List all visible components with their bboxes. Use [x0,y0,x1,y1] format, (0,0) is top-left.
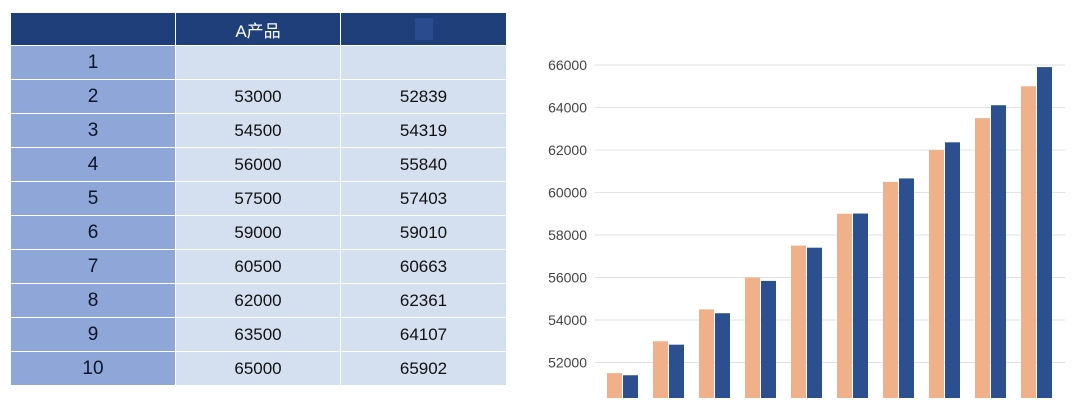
bar-series-1-cat-5 [791,245,806,398]
cell-b: 64107 [340,317,507,352]
table-row: 2 53000 52839 [10,79,507,114]
row-index: 7 [10,249,176,284]
cell-a: 54500 [175,113,341,148]
y-tick-label: 54000 [548,312,587,328]
cell-b: 65902 [340,351,507,386]
cell-b: 62361 [340,283,507,318]
table-row: 6 59000 59010 [10,215,507,250]
cell-b: 60663 [340,249,507,284]
bar-series-1-cat-4 [745,277,760,398]
cell-b [340,45,507,80]
cell-b: 54319 [340,113,507,148]
cell-a: 60500 [175,249,341,284]
row-index: 1 [10,45,176,80]
y-tick-label: 58000 [548,227,587,243]
cell-a: 53000 [175,79,341,114]
row-index: 8 [10,283,176,318]
bar-series-2-cat-3 [715,313,730,398]
row-index: 3 [10,113,176,148]
grid-layer [595,64,1065,363]
y-tick-label: 52000 [548,355,587,371]
row-index: 10 [10,351,176,386]
cell-a: 65000 [175,351,341,386]
table-row: 5 57500 57403 [10,181,507,216]
y-tick-label: 64000 [548,100,587,116]
bar-series-2-cat-10 [1037,67,1052,398]
bar-series-1-cat-9 [975,118,990,398]
table-row: 10 65000 65902 [10,351,507,386]
bar-series-1-cat-2 [653,341,668,398]
bar-chart-svg: 52000 54000 56000 58000 60000 62000 64000 66000 [548,57,1065,398]
table-row: 8 62000 62361 [10,283,507,318]
header-product-a: A产品 [175,12,341,46]
cell-a: 59000 [175,215,341,250]
row-index: 5 [10,181,176,216]
row-index: 4 [10,147,176,182]
cell-b: 55840 [340,147,507,182]
bar-series-2-cat-6 [853,213,868,398]
row-index: 6 [10,215,176,250]
table-row: 4 56000 55840 [10,147,507,182]
cell-a [175,45,341,80]
bar-chart: 52000 54000 56000 58000 60000 62000 64000 66000 [520,40,1075,405]
bar-series-2-cat-5 [807,247,822,398]
y-tick-layer: 52000 54000 56000 58000 60000 62000 64000 66000 [548,57,587,371]
cell-a: 56000 [175,147,341,182]
row-index: 2 [10,79,176,114]
header-index [10,12,176,46]
y-tick-label: 62000 [548,142,587,158]
data-table-container: A产品 1 2 53000 52839 3 54500 54319 4 56000 5584… [10,12,507,386]
table-row: 7 60500 60663 [10,249,507,284]
bar-series-2-cat-1 [623,375,638,398]
y-tick-label: 56000 [548,270,587,286]
bar-layer [607,67,1052,398]
table-row: 1 [10,45,507,80]
table-header-row: A产品 [10,12,507,46]
bar-series-2-cat-2 [669,344,684,398]
bar-series-2-cat-4 [761,280,776,398]
bar-series-1-cat-3 [699,309,714,398]
bar-series-2-cat-8 [945,142,960,398]
bar-series-1-cat-10 [1021,86,1036,398]
table-row: 3 54500 54319 [10,113,507,148]
y-tick-label: 66000 [548,57,587,73]
bar-series-1-cat-1 [607,373,622,398]
cell-a: 63500 [175,317,341,352]
header-color-swatch [414,18,433,40]
table-row: 9 63500 64107 [10,317,507,352]
bar-series-2-cat-9 [991,105,1006,398]
header-product-b [340,12,507,46]
y-tick-label: 60000 [548,185,587,201]
cell-b: 59010 [340,215,507,250]
row-index: 9 [10,317,176,352]
bar-series-1-cat-8 [929,150,944,398]
bar-series-2-cat-7 [899,178,914,398]
bar-series-1-cat-6 [837,213,852,398]
cell-b: 57403 [340,181,507,216]
bar-series-1-cat-7 [883,181,898,398]
cell-b: 52839 [340,79,507,114]
cell-a: 62000 [175,283,341,318]
cell-a: 57500 [175,181,341,216]
data-table: A产品 1 2 53000 52839 3 54500 54319 4 56000 5584… [10,12,507,386]
